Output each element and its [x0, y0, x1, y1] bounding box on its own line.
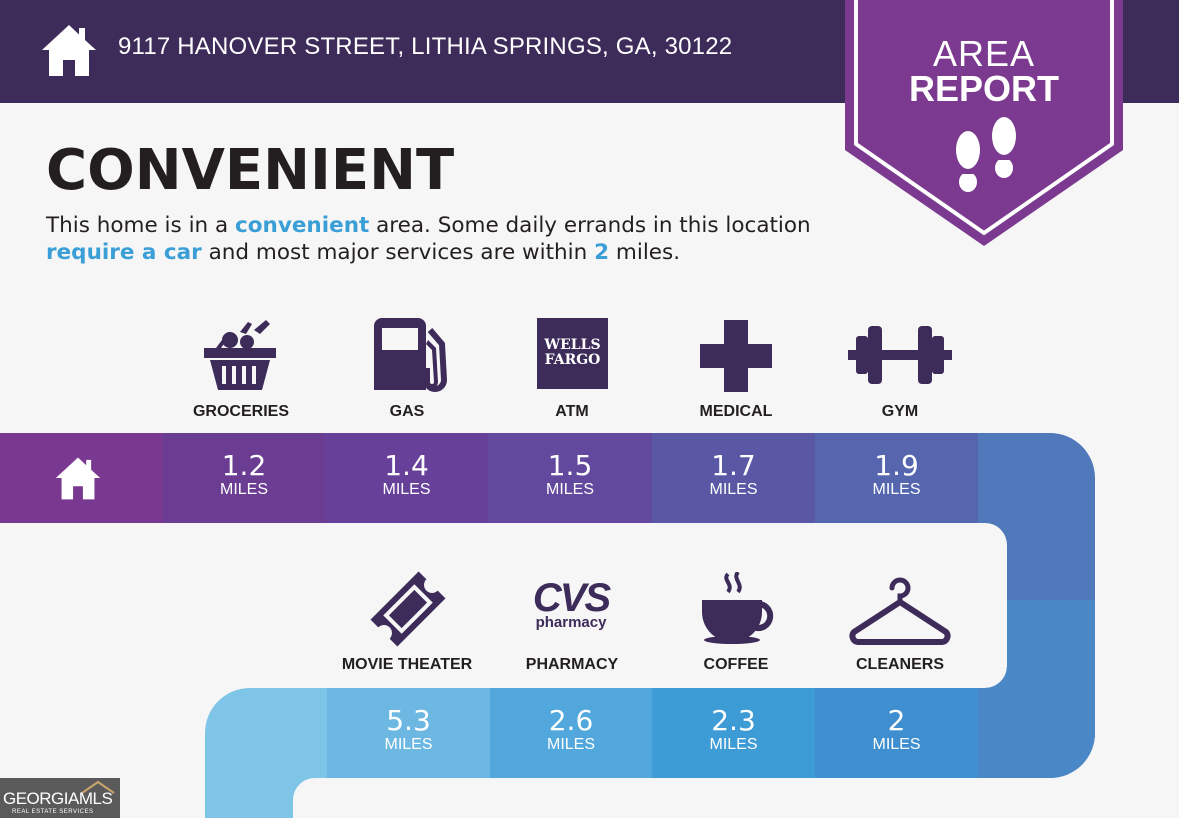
- label-movie-theater: MOVIE THEATER: [341, 656, 473, 673]
- label-medical: MEDICAL: [699, 403, 773, 420]
- distance-medical: 1.7 MILES: [709, 449, 758, 499]
- highlight-miles: 2: [594, 240, 610, 265]
- wells-fargo-logo: WELLS FARGO: [537, 318, 608, 389]
- highlight-require-car: require a car: [46, 240, 202, 265]
- property-address: 9117 HANOVER STREET, LITHIA SPRINGS, GA,…: [118, 33, 733, 60]
- highlight-convenient: convenient: [235, 213, 370, 238]
- distance-movie-theater: 5.3 MILES: [384, 704, 433, 754]
- label-coffee: COFFEE: [703, 656, 769, 673]
- footprints-icon: [956, 117, 1016, 192]
- cvs-pharmacy-logo: CVS pharmacy: [532, 576, 611, 631]
- distance-cleaners: 2 MILES: [872, 704, 921, 754]
- label-atm: ATM: [555, 403, 589, 420]
- dumbbell-icon: [848, 326, 952, 384]
- label-pharmacy: PHARMACY: [525, 656, 619, 673]
- distance-gym: 1.9 MILES: [872, 449, 921, 499]
- area-report-badge: [845, 0, 1123, 246]
- area-report-title: AREA REPORT: [845, 33, 1123, 109]
- ticket-icon: [370, 571, 446, 647]
- distance-groceries: 1.2 MILES: [219, 449, 268, 499]
- label-gas: GAS: [389, 403, 425, 420]
- home-icon: [55, 457, 101, 500]
- distance-atm: 1.5 MILES: [545, 449, 594, 499]
- badge-line-1: AREA: [932, 33, 1036, 74]
- gas-pump-icon: [374, 318, 448, 392]
- medical-cross-icon: [700, 320, 772, 392]
- roof-icon: [81, 780, 115, 794]
- distance-coffee: 2.3 MILES: [709, 704, 758, 754]
- home-icon: [42, 25, 96, 76]
- label-groceries: GROCERIES: [192, 403, 289, 420]
- distance-pharmacy: 2.6 MILES: [546, 704, 595, 754]
- summary-text: This home is in a convenient area. Some …: [46, 213, 811, 265]
- georgia-mls-logo: GEORGIAMLS REAL ESTATE SERVICES: [0, 778, 120, 818]
- page-title: CONVENIENT: [46, 138, 455, 203]
- coffee-cup-icon: [702, 572, 774, 644]
- label-cleaners: CLEANERS: [855, 656, 944, 673]
- hanger-icon: [849, 577, 951, 645]
- label-gym: GYM: [881, 403, 919, 420]
- badge-line-2: REPORT: [908, 68, 1059, 109]
- basket-icon: [204, 320, 276, 390]
- distance-gas: 1.4 MILES: [382, 449, 431, 499]
